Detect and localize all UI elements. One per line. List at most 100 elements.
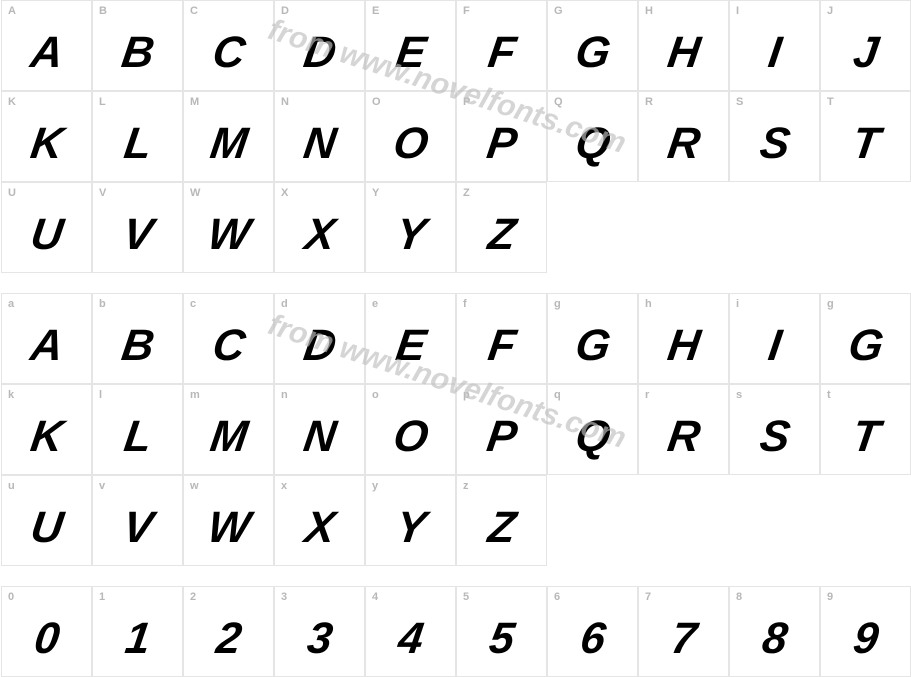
key-label: 2 [190,591,196,603]
glyph-display: P [453,119,549,169]
character-cell: SS [729,91,820,182]
character-cell: UU [1,182,92,273]
glyph-display: U [0,503,95,553]
character-cell: rR [638,384,729,475]
character-cell: zZ [456,475,547,566]
key-label: v [99,480,105,492]
character-cell: OO [365,91,456,182]
key-label: p [463,389,470,401]
character-cell: VV [92,182,183,273]
key-label: 0 [8,591,14,603]
glyph-display: J [817,28,911,78]
key-label: Z [463,187,470,199]
character-map-grid: AABBCCDDEEFFGGHHIIJJKKLLMMNNOOPPQQRRSSTT… [1,0,911,677]
character-cell: mM [183,384,274,475]
glyph-display: G [544,28,640,78]
glyph-display: S [726,412,822,462]
glyph-display: 1 [89,614,185,664]
key-label: s [736,389,742,401]
character-cell: 00 [1,586,92,677]
character-cell: II [729,0,820,91]
character-cell: 55 [456,586,547,677]
key-label: z [463,480,469,492]
key-label: w [190,480,199,492]
key-label: d [281,298,288,310]
glyph-display: Z [453,503,549,553]
key-label: U [8,187,16,199]
key-label: h [645,298,652,310]
glyph-display: H [635,28,731,78]
character-cell: FF [456,0,547,91]
blank-cell [274,273,365,293]
glyph-display: 4 [362,614,458,664]
character-cell: XX [274,182,365,273]
glyph-display: I [726,321,822,371]
character-cell: oO [365,384,456,475]
character-cell: lL [92,384,183,475]
blank-cell [274,566,365,586]
key-label: I [736,5,739,17]
character-cell: EE [365,0,456,91]
key-label: T [827,96,834,108]
glyph-display: B [89,28,185,78]
character-cell: NN [274,91,365,182]
glyph-display: D [271,28,367,78]
character-cell [729,475,820,566]
character-cell: iI [729,293,820,384]
blank-cell [1,566,92,586]
character-cell [820,475,911,566]
glyph-display: G [817,321,911,371]
key-label: G [554,5,563,17]
key-label: C [190,5,198,17]
character-cell: aA [1,293,92,384]
character-cell: MM [183,91,274,182]
key-label: l [99,389,102,401]
key-label: g [554,298,561,310]
glyph-display: 3 [271,614,367,664]
glyph-display: 9 [817,614,911,664]
character-cell: ZZ [456,182,547,273]
blank-cell [92,273,183,293]
character-cell [638,182,729,273]
character-cell: PP [456,91,547,182]
glyph-display: F [453,28,549,78]
blank-cell [183,273,274,293]
character-cell: 77 [638,586,729,677]
glyph-display: Q [544,412,640,462]
glyph-display: F [453,321,549,371]
key-label: B [99,5,107,17]
glyph-display: C [180,321,276,371]
key-label: n [281,389,288,401]
blank-cell [1,273,92,293]
character-cell: bB [92,293,183,384]
character-cell [547,182,638,273]
character-cell [547,475,638,566]
blank-cell [820,273,911,293]
key-label: H [645,5,653,17]
key-label: 3 [281,591,287,603]
key-label: k [8,389,14,401]
glyph-display: G [544,321,640,371]
character-cell: 33 [274,586,365,677]
key-label: 6 [554,591,560,603]
character-cell: GG [547,0,638,91]
key-label: 9 [827,591,833,603]
key-label: t [827,389,831,401]
glyph-display: M [180,412,276,462]
key-label: r [645,389,649,401]
character-cell: tT [820,384,911,475]
key-label: x [281,480,287,492]
glyph-display: Z [453,210,549,260]
glyph-display: R [635,412,731,462]
glyph-display: L [89,119,185,169]
blank-cell [729,566,820,586]
key-label: f [463,298,467,310]
glyph-display: N [271,119,367,169]
character-cell: cC [183,293,274,384]
character-cell: pP [456,384,547,475]
key-label: Q [554,96,563,108]
character-cell: LL [92,91,183,182]
key-label: N [281,96,289,108]
character-cell: uU [1,475,92,566]
character-cell: 99 [820,586,911,677]
